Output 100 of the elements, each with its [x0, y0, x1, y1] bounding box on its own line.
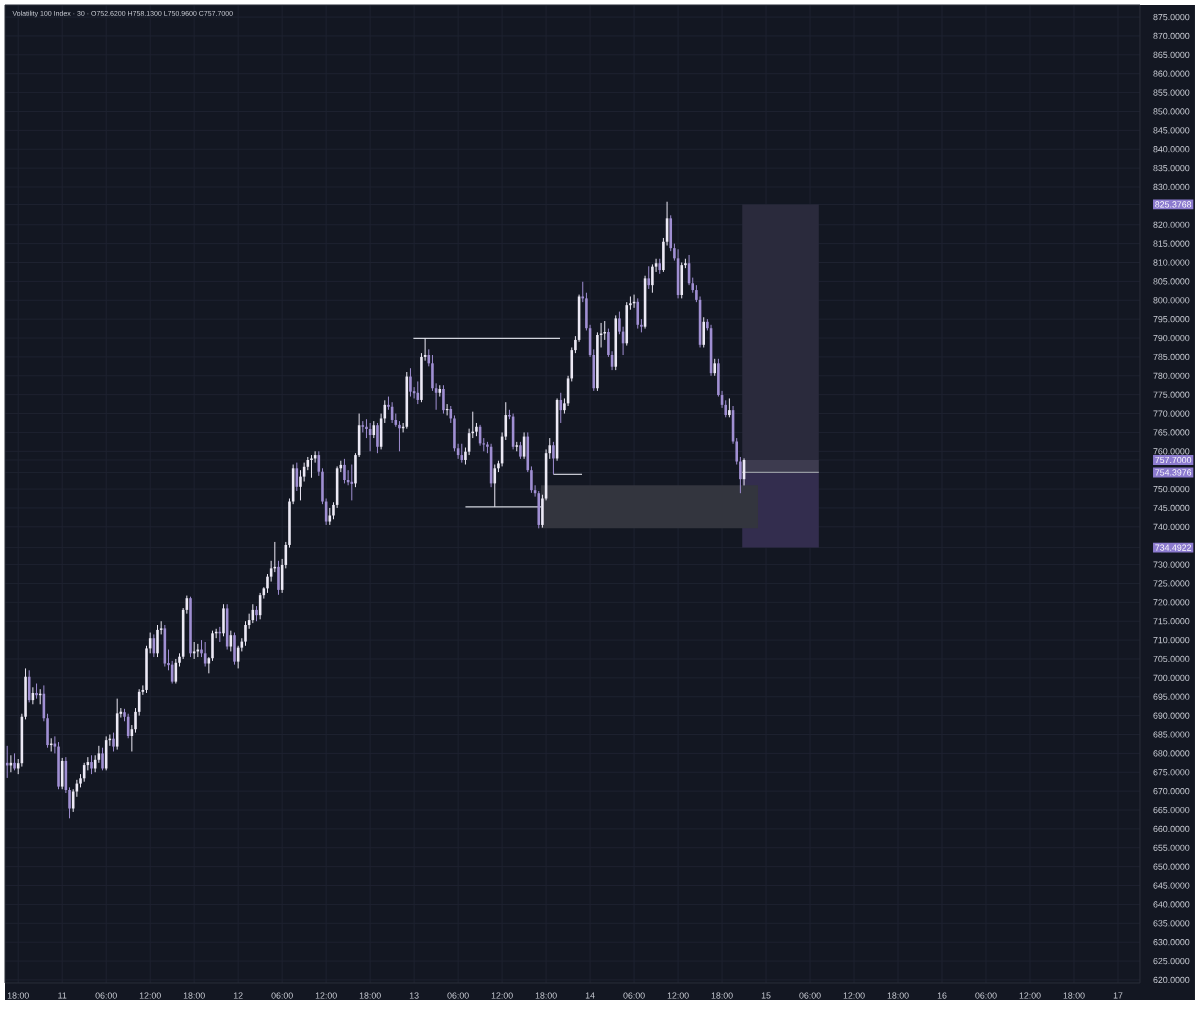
y-tick-label: 630.0000 [1153, 939, 1190, 946]
candlestick [739, 456, 742, 494]
candlestick [27, 669, 31, 703]
x-tick-label: 13 [409, 992, 419, 999]
y-tick-label: 715.0000 [1153, 618, 1190, 625]
y-tick-label: 765.0000 [1153, 429, 1190, 436]
x-tick-label: 16 [937, 992, 947, 999]
y-tick-label: 790.0000 [1153, 334, 1190, 342]
y-tick-label: 695.0000 [1153, 693, 1190, 700]
x-tick-label: 12:00 [139, 992, 161, 999]
y-tick-label: 860.0000 [1153, 70, 1190, 77]
y-tick-label: 700.0000 [1153, 674, 1190, 681]
y-tick-label: 840.0000 [1153, 146, 1190, 153]
x-tick-label: 12 [233, 992, 243, 999]
y-tick-label: 820.0000 [1153, 221, 1190, 228]
candlestick [376, 422, 379, 454]
y-tick-label: 825.3768 [1155, 201, 1192, 208]
y-tick-label: 625.0000 [1153, 957, 1190, 965]
candlestick [156, 624, 159, 658]
candlestick [416, 380, 420, 405]
candlestick [101, 747, 104, 771]
candlestick [493, 464, 497, 508]
y-tick-label: 690.0000 [1153, 712, 1190, 719]
y-tick-label: 865.0000 [1153, 51, 1190, 58]
x-tick-label: 18:00 [7, 992, 29, 999]
y-tick-label: 650.0000 [1153, 863, 1190, 870]
y-tick-label: 754.3976 [1155, 469, 1192, 476]
candlestick [581, 281, 585, 303]
y-tick-label: 685.0000 [1153, 731, 1190, 738]
y-tick-label: 655.0000 [1153, 844, 1190, 851]
y-tick-label: 850.0000 [1153, 108, 1190, 115]
candlestick [343, 458, 346, 484]
y-tick-label: 720.0000 [1153, 599, 1190, 606]
candlestick [277, 560, 280, 596]
x-tick-label: 18:00 [359, 992, 381, 999]
candlestick [244, 620, 247, 647]
x-tick-label: 06:00 [271, 992, 293, 999]
x-tick-label: 18:00 [183, 992, 205, 999]
y-tick-label: 645.0000 [1153, 882, 1190, 889]
x-tick-label: 18:00 [711, 992, 733, 999]
y-tick-label: 800.0000 [1153, 297, 1190, 304]
x-tick-label: 15 [761, 992, 771, 999]
candlestick [409, 367, 412, 398]
y-tick-label: 740.0000 [1153, 523, 1190, 530]
candlestick [647, 265, 651, 290]
x-tick-label: 12:00 [667, 992, 689, 999]
y-tick-label: 725.0000 [1153, 580, 1190, 587]
y-tick-label: 675.0000 [1153, 769, 1190, 776]
x-tick-label: 06:00 [623, 992, 645, 999]
y-tick-label: 730.0000 [1153, 561, 1190, 568]
y-tick-label: 620.0000 [1153, 976, 1190, 984]
x-tick-label: 14 [585, 992, 595, 999]
candlestick [636, 297, 640, 330]
x-tick-label: 12:00 [843, 992, 865, 999]
y-tick-label: 835.0000 [1153, 165, 1190, 172]
y-tick-label: 745.0000 [1153, 504, 1190, 512]
y-tick-label: 870.0000 [1153, 32, 1190, 40]
candlestick [134, 707, 137, 734]
x-tick-label: 18:00 [887, 992, 909, 999]
y-tick-label: 855.0000 [1153, 89, 1190, 96]
y-tick-label: 815.0000 [1153, 240, 1190, 247]
y-tick-label: 734.4922 [1155, 544, 1192, 551]
y-tick-label: 757.7000 [1155, 456, 1192, 464]
x-tick-label: 18:00 [1063, 992, 1085, 999]
x-tick-label: 12:00 [315, 992, 337, 999]
x-tick-label: 12:00 [1019, 992, 1041, 999]
candlestick [90, 754, 93, 775]
y-tick-label: 705.0000 [1153, 655, 1190, 663]
y-tick-label: 750.0000 [1153, 485, 1190, 493]
y-tick-label: 680.0000 [1153, 750, 1190, 757]
x-tick-label: 06:00 [975, 992, 997, 999]
y-tick-label: 640.0000 [1153, 901, 1190, 908]
candlestick [310, 454, 313, 479]
y-tick-label: 770.0000 [1153, 410, 1190, 417]
candlestick [442, 384, 445, 415]
y-tick-label: 780.0000 [1153, 372, 1190, 379]
x-tick-label: 06:00 [95, 992, 117, 999]
y-tick-label: 635.0000 [1153, 920, 1190, 927]
y-tick-label: 775.0000 [1153, 391, 1190, 398]
y-tick-label: 670.0000 [1153, 788, 1190, 795]
y-tick-label: 875.0000 [1153, 13, 1190, 21]
y-tick-label: 760.0000 [1153, 448, 1190, 455]
candlestick [629, 296, 632, 311]
x-tick-label: 06:00 [799, 992, 821, 999]
candlestick [112, 732, 115, 753]
y-tick-label: 710.0000 [1153, 637, 1190, 644]
y-tick-label: 660.0000 [1153, 825, 1190, 833]
candlestick [552, 441, 555, 475]
y-tick-label: 785.0000 [1153, 353, 1190, 361]
y-tick-label: 845.0000 [1153, 127, 1190, 134]
x-tick-label: 12:00 [491, 992, 513, 999]
candlestick [728, 397, 731, 418]
candlestick [651, 263, 654, 294]
x-tick-label: 17 [1113, 992, 1123, 999]
y-tick-label: 805.0000 [1153, 278, 1190, 285]
x-tick-label: 11 [58, 992, 67, 999]
y-tick-label: 830.0000 [1153, 183, 1190, 191]
y-tick-label: 810.0000 [1153, 259, 1190, 266]
x-tick-label: 18:00 [535, 992, 557, 999]
y-tick-label: 795.0000 [1153, 316, 1190, 323]
